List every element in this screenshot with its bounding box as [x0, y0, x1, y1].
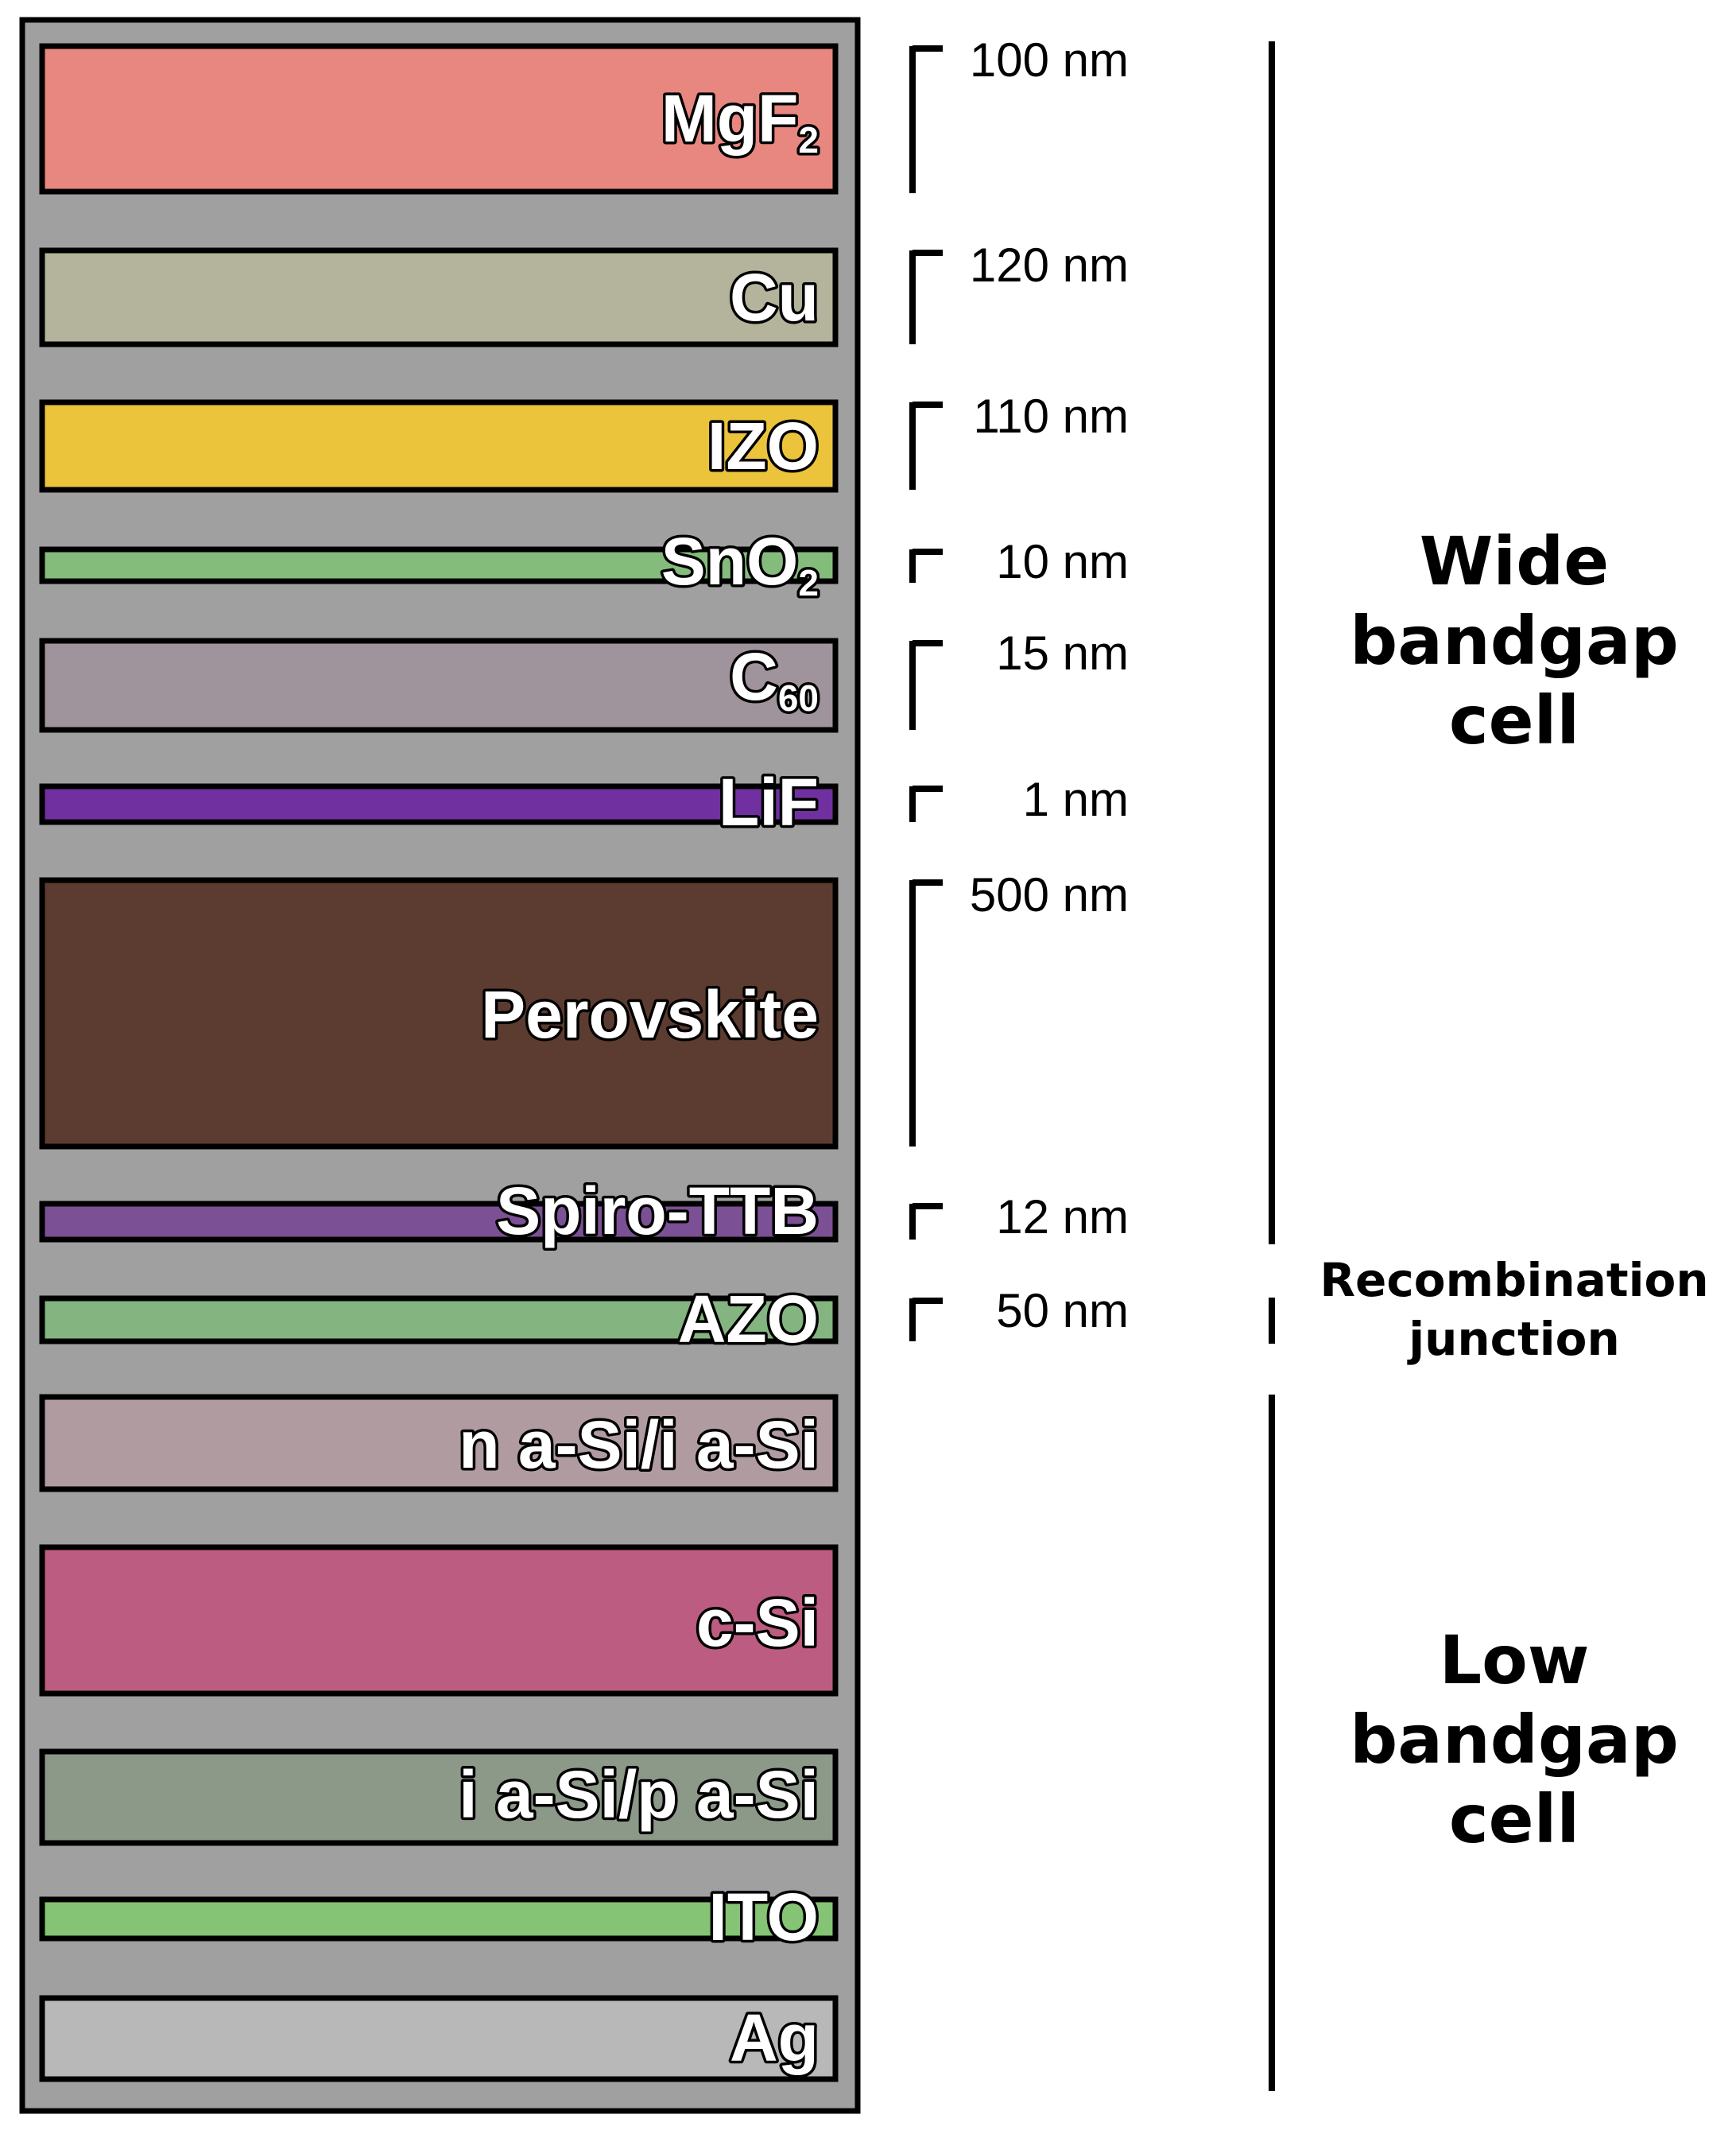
layer-label-n-a-si-i-a-si: n a-Si/i a-Si	[459, 1407, 819, 1482]
section-label-line: Low	[1440, 1621, 1590, 1699]
section-label-line: bandgap	[1350, 1701, 1679, 1779]
layer-subscript: 60	[778, 677, 819, 719]
layer-label-i-a-si-p-a-si: i a-Si/p a-Si	[459, 1757, 819, 1832]
thickness-bracket-c60	[909, 640, 943, 730]
layer-mgf2	[39, 43, 839, 195]
thickness-bracket-lif	[909, 786, 943, 822]
layer-ag	[39, 1995, 839, 2082]
layer-name: LiF	[719, 765, 819, 840]
layer-perovskite	[39, 877, 839, 1150]
thickness-label-izo: 110 nm	[973, 390, 1129, 443]
layer-label-ag: Ag	[730, 2000, 819, 2075]
layer-c-si	[39, 1544, 839, 1697]
layer-name: ITO	[709, 1880, 819, 1954]
thickness-label-spiro-ttb: 12 nm	[996, 1190, 1129, 1244]
layer-c60	[39, 638, 839, 733]
layer-label-azo: AZO	[678, 1282, 819, 1356]
layer-name: c-Si	[696, 1585, 819, 1660]
layer-n-a-si-i-a-si	[39, 1394, 839, 1492]
thickness-scale-group: 100 nm 120 nm 110 nm 10 nm 15 nm 1 nm 500 nm 12…	[909, 33, 1129, 1341]
section-label-line: Recombination	[1319, 1253, 1708, 1307]
layer-label-c-si: c-Si	[696, 1585, 819, 1660]
section-label-line: junction	[1407, 1312, 1620, 1366]
layer-sno2	[39, 546, 839, 584]
section-label-line: cell	[1449, 1780, 1579, 1858]
layer-label-cu: Cu	[730, 260, 819, 335]
layer-label-ito: ITO	[709, 1880, 819, 1954]
layer-name: Perovskite	[481, 977, 819, 1052]
section-label-line: cell	[1449, 681, 1579, 759]
layer-ito	[39, 1896, 839, 1942]
layer-name: AZO	[678, 1282, 819, 1356]
layer-label-c60: C60	[730, 639, 819, 719]
layer-label-izo: IZO	[707, 409, 819, 483]
layer-label-spiro-ttb: Spiro-TTB	[496, 1174, 819, 1248]
thickness-label-sno2: 10 nm	[996, 535, 1129, 588]
layer-name: Ag	[730, 2000, 819, 2075]
thickness-bracket-perovskite	[909, 879, 943, 1147]
layer-name: MgF	[661, 81, 799, 156]
thickness-bracket-spiro-ttb	[909, 1203, 943, 1240]
thickness-label-lif: 1 nm	[1023, 773, 1129, 826]
thickness-label-mgf2: 100 nm	[970, 33, 1129, 87]
layer-subscript: 2	[798, 562, 819, 603]
layer-i-a-si-p-a-si	[39, 1748, 839, 1846]
layer-name: SnO	[661, 524, 799, 599]
layer-label-lif: LiF	[719, 765, 819, 840]
thickness-bracket-sno2	[909, 549, 943, 583]
section-label-line: Wide	[1420, 522, 1610, 600]
layer-azo	[39, 1295, 839, 1344]
thickness-label-azo: 50 nm	[996, 1284, 1129, 1337]
thickness-label-cu: 120 nm	[970, 239, 1129, 292]
layer-izo	[39, 399, 839, 493]
section-label-line: bandgap	[1350, 602, 1679, 680]
layer-name: i a-Si/p a-Si	[459, 1757, 819, 1832]
layer-spiro-ttb	[39, 1201, 839, 1243]
layer-name: Spiro-TTB	[496, 1174, 819, 1248]
layer-subscript: 2	[798, 119, 819, 161]
layer-label-sno2: SnO2	[661, 524, 819, 603]
thickness-label-c60: 15 nm	[996, 627, 1129, 680]
layer-name: C	[730, 639, 778, 714]
section-label-0: Wide bandgap cell	[1350, 522, 1679, 759]
thickness-label-perovskite: 500 nm	[970, 868, 1129, 922]
thickness-bracket-azo	[909, 1298, 943, 1341]
layer-lif	[39, 783, 839, 825]
layer-name: IZO	[707, 409, 819, 483]
layer-name: n a-Si/i a-Si	[459, 1407, 819, 1482]
thickness-bracket-mgf2	[909, 45, 943, 193]
layer-name: Cu	[730, 260, 819, 335]
section-label-2: Low bandgap cell	[1350, 1621, 1679, 1858]
layer-label-mgf2: MgF2	[661, 81, 819, 161]
section-label-1: Recombination junction	[1319, 1253, 1708, 1366]
thickness-bracket-izo	[909, 402, 943, 490]
layer-cu	[39, 247, 839, 347]
layers-group: MgF2CuIZOSnO2C60LiFPerovskiteSpiro-TTBAZ…	[39, 43, 839, 2082]
layer-label-perovskite: Perovskite	[481, 977, 819, 1052]
thickness-bracket-cu	[909, 250, 943, 344]
